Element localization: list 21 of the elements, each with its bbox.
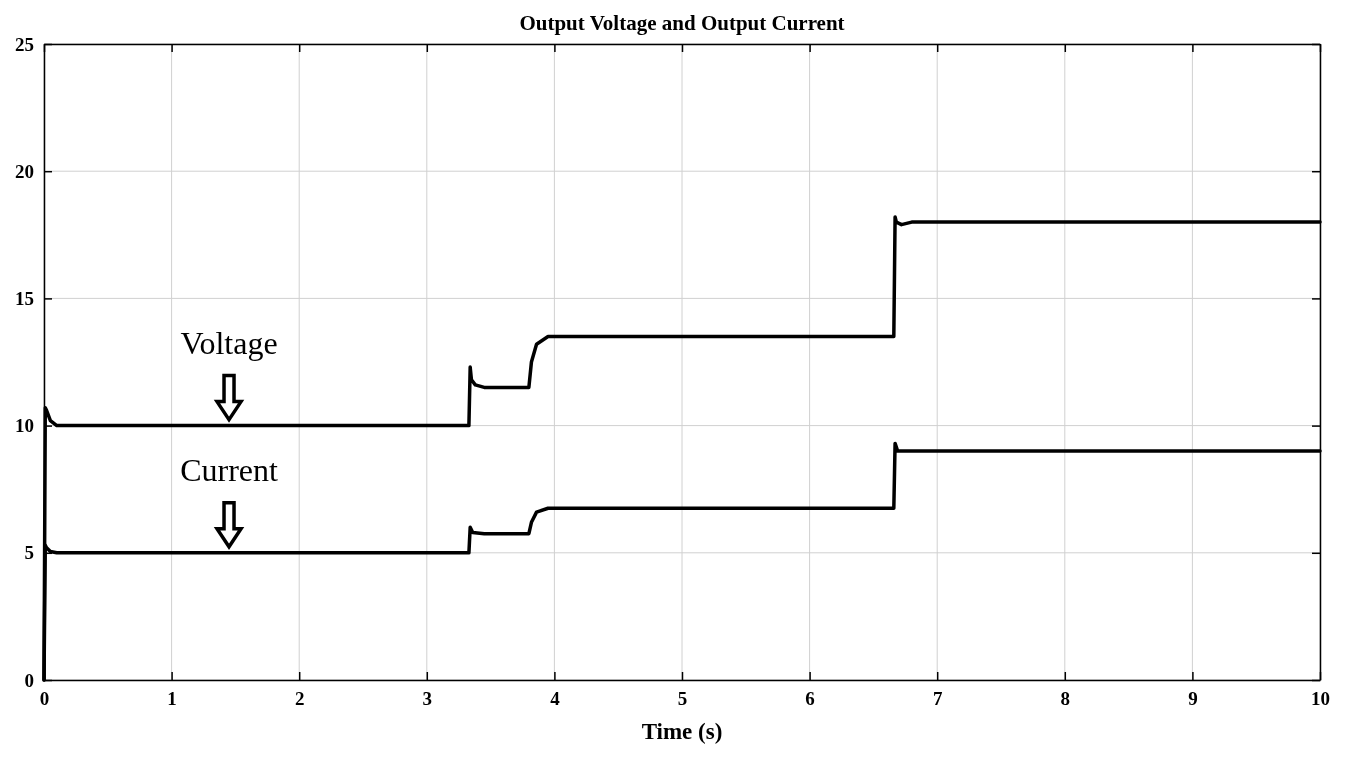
y-tick-label: 5 xyxy=(24,542,34,564)
x-axis-title: Time (s) xyxy=(641,719,723,744)
x-tick-label: 8 xyxy=(1060,688,1071,710)
y-tick-label: 10 xyxy=(15,415,34,437)
x-tick-label: 0 xyxy=(39,688,50,710)
x-tick-label: 7 xyxy=(932,688,943,710)
x-tick-label: 10 xyxy=(1311,688,1330,710)
x-tick-label: 5 xyxy=(677,688,688,710)
chart-title: Output Voltage and Output Current xyxy=(519,11,845,35)
x-tick-label: 4 xyxy=(550,688,561,710)
text: Voltage xyxy=(180,324,278,361)
y-tick-label: 25 xyxy=(15,33,34,55)
y-tick-label: 20 xyxy=(15,160,34,182)
x-tick-label: 6 xyxy=(805,688,815,710)
y-tick-label: 0 xyxy=(24,669,34,691)
y-tick-label: 15 xyxy=(15,287,34,309)
x-tick-label: 9 xyxy=(1188,688,1198,710)
legend-label: Current xyxy=(180,451,278,488)
x-tick-label: 1 xyxy=(167,688,177,710)
x-tick-label: 3 xyxy=(422,688,433,710)
x-tick-label: 2 xyxy=(294,688,305,710)
